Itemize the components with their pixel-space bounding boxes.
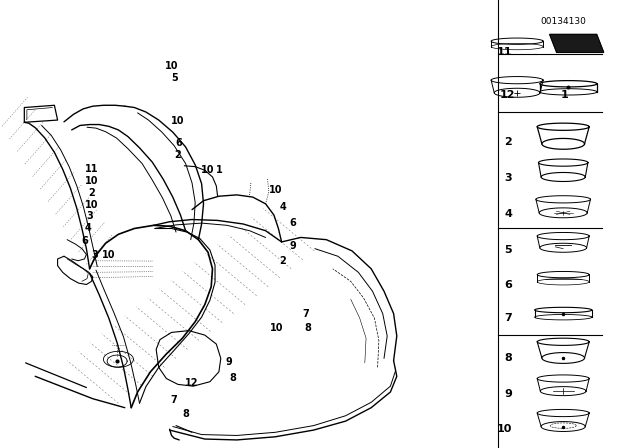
Text: 6: 6 — [504, 280, 512, 290]
Text: 8: 8 — [229, 373, 236, 383]
Text: 11: 11 — [84, 164, 99, 174]
Text: 11: 11 — [497, 47, 512, 56]
Text: 8: 8 — [182, 409, 189, 418]
Text: 10: 10 — [84, 200, 99, 210]
Text: 4: 4 — [85, 224, 92, 233]
Text: 3: 3 — [86, 211, 93, 221]
Text: 12: 12 — [500, 90, 515, 100]
Text: 10: 10 — [268, 185, 282, 194]
Text: 1: 1 — [216, 165, 222, 175]
Text: 9: 9 — [226, 357, 232, 367]
Text: 3: 3 — [92, 250, 98, 260]
Text: 7: 7 — [170, 395, 177, 405]
Text: 10: 10 — [84, 176, 99, 185]
Text: 1: 1 — [561, 90, 568, 100]
Text: 10: 10 — [102, 250, 116, 260]
Text: 2: 2 — [280, 256, 286, 266]
Text: 4: 4 — [504, 209, 512, 219]
Text: 5: 5 — [504, 245, 512, 254]
Text: 2: 2 — [175, 151, 181, 160]
Text: 8: 8 — [305, 323, 311, 333]
Text: 10: 10 — [201, 165, 215, 175]
Text: 2: 2 — [504, 137, 512, 147]
Text: 4: 4 — [280, 202, 286, 212]
Text: 9: 9 — [290, 241, 296, 251]
Text: 3: 3 — [504, 173, 512, 183]
Text: 00134130: 00134130 — [540, 17, 586, 26]
Text: 6: 6 — [176, 138, 182, 148]
Text: 7: 7 — [303, 309, 309, 319]
Text: 10: 10 — [164, 61, 179, 71]
Text: 2: 2 — [88, 188, 95, 198]
Text: 12: 12 — [185, 378, 199, 388]
Text: 6: 6 — [290, 218, 296, 228]
Text: 10: 10 — [270, 323, 284, 333]
Text: 10: 10 — [171, 116, 185, 126]
Text: 9: 9 — [504, 389, 512, 399]
Text: 5: 5 — [172, 73, 178, 83]
Text: 6: 6 — [82, 236, 88, 246]
Text: 10: 10 — [497, 424, 512, 434]
Text: 7: 7 — [504, 313, 512, 323]
Text: 8: 8 — [504, 353, 512, 363]
Polygon shape — [550, 34, 604, 52]
